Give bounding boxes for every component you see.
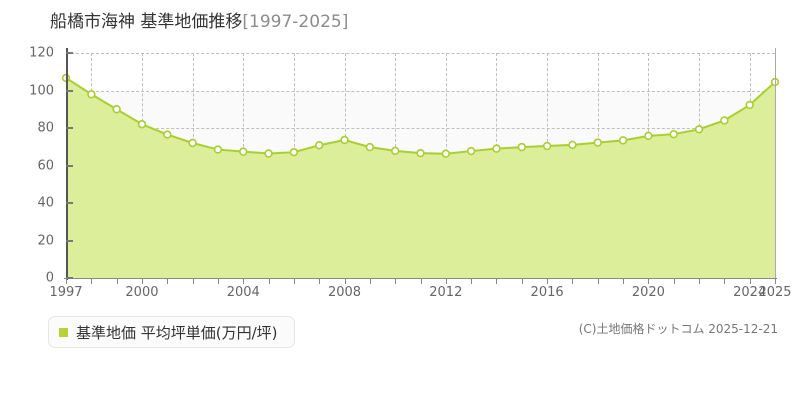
x-axis-tick xyxy=(395,278,397,284)
x-axis-tick xyxy=(572,278,574,284)
x-axis-tick xyxy=(217,278,219,284)
data-point-marker xyxy=(720,116,729,125)
x-axis-tick xyxy=(319,278,321,284)
plot-area xyxy=(61,53,780,278)
data-point-marker xyxy=(239,147,248,156)
x-axis-tick xyxy=(243,278,245,284)
data-point-marker xyxy=(618,136,628,145)
x-axis-tick xyxy=(597,278,599,284)
legend-label: 基準地価 平均坪単価(万円/坪) xyxy=(76,323,278,342)
y-axis-tick xyxy=(66,127,73,129)
x-axis-tick-label: 2025 xyxy=(758,285,792,300)
page-title: 船橋市海神 基準地価推移[1997-2025] xyxy=(50,7,348,32)
x-axis-tick-label: 2000 xyxy=(125,285,159,300)
x-axis-tick xyxy=(521,278,523,284)
y-axis-right xyxy=(775,48,776,280)
x-axis-tick xyxy=(344,278,346,284)
x-axis-tick xyxy=(699,278,701,284)
y-axis xyxy=(66,48,68,280)
x-axis-tick xyxy=(116,278,118,284)
x-axis-tick xyxy=(775,278,776,284)
x-axis-tick xyxy=(369,278,371,284)
x-axis-tick xyxy=(167,278,169,284)
x-axis-tick-label: 1997 xyxy=(49,285,83,300)
data-point-marker xyxy=(390,146,400,156)
data-point-marker xyxy=(163,130,172,139)
data-point-marker xyxy=(593,138,602,147)
x-axis-tick xyxy=(648,278,650,284)
series-area-line xyxy=(61,73,780,278)
y-axis-tick xyxy=(66,202,73,204)
y-axis-tick xyxy=(66,277,73,279)
x-axis-tick xyxy=(623,278,625,284)
x-axis-tick xyxy=(749,278,751,284)
y-axis-tick xyxy=(66,164,73,167)
x-axis-tick xyxy=(673,278,675,284)
data-point-marker xyxy=(315,141,324,150)
data-point-marker xyxy=(340,135,349,145)
x-axis-tick xyxy=(724,278,726,284)
legend: 基準地価 平均坪単価(万円/坪) xyxy=(48,316,295,348)
data-point-marker xyxy=(416,148,425,158)
x-axis-tick xyxy=(445,278,447,284)
data-point-marker xyxy=(492,144,501,153)
y-axis-tick-label: 40 xyxy=(37,195,54,211)
data-point-marker xyxy=(694,125,704,134)
data-point-marker xyxy=(644,131,653,141)
y-axis-tick-label: 20 xyxy=(37,233,54,248)
x-axis-tick xyxy=(268,278,270,284)
legend-swatch-icon xyxy=(59,327,68,337)
data-point-marker xyxy=(188,138,197,148)
x-axis-tick-label: 2016 xyxy=(530,285,564,300)
data-point-marker xyxy=(568,140,577,150)
x-axis-tick xyxy=(91,278,93,284)
y-axis-tick-label: 60 xyxy=(37,158,54,173)
x-axis-tick-label: 2012 xyxy=(429,285,463,300)
gridline-horizontal xyxy=(66,128,775,129)
data-point-marker xyxy=(517,142,526,152)
data-point-marker xyxy=(441,149,451,158)
data-point-marker xyxy=(542,141,552,151)
data-point-marker xyxy=(365,142,375,152)
y-axis-tick-label: 80 xyxy=(37,120,54,136)
x-axis-tick-label: 2004 xyxy=(226,285,260,300)
y-axis-tick-label: 0 xyxy=(45,270,54,286)
x-axis-tick xyxy=(420,278,422,284)
data-point-marker xyxy=(669,129,678,139)
x-axis-tick-label: 2020 xyxy=(631,285,665,300)
data-point-marker xyxy=(112,105,121,114)
gridline-horizontal xyxy=(66,90,775,92)
x-axis-tick xyxy=(192,278,194,284)
x-axis-tick xyxy=(547,278,549,284)
data-point-marker xyxy=(137,120,147,129)
x-axis-tick-label: 2024 xyxy=(733,285,767,300)
title-main: 船橋市海神 基準地価推移 xyxy=(50,12,243,32)
x-axis-tick xyxy=(293,278,295,284)
data-point-marker xyxy=(289,147,299,157)
copyright-notice: (C)土地価格ドットコム 2025-12-21 xyxy=(578,322,778,336)
x-axis-tick xyxy=(66,278,67,284)
title-year-range: [1997-2025] xyxy=(242,12,349,32)
data-point-marker xyxy=(770,77,780,87)
y-axis-tick-label: 120 xyxy=(29,45,54,61)
x-axis-tick xyxy=(496,278,498,284)
x-axis-tick-label: 2008 xyxy=(327,285,362,300)
x-axis-tick xyxy=(141,278,143,284)
data-point-marker xyxy=(264,149,273,158)
series-area-fill xyxy=(66,77,775,278)
x-axis-tick xyxy=(471,278,473,284)
data-point-marker xyxy=(87,90,96,99)
y-axis-tick xyxy=(66,52,73,54)
y-axis-tick xyxy=(66,89,73,92)
data-point-marker xyxy=(466,146,476,156)
y-axis-tick-label: 100 xyxy=(29,83,54,98)
y-axis-tick xyxy=(66,239,73,242)
gridline-horizontal xyxy=(66,53,775,54)
data-point-marker xyxy=(745,100,754,110)
data-point-marker xyxy=(213,145,223,154)
